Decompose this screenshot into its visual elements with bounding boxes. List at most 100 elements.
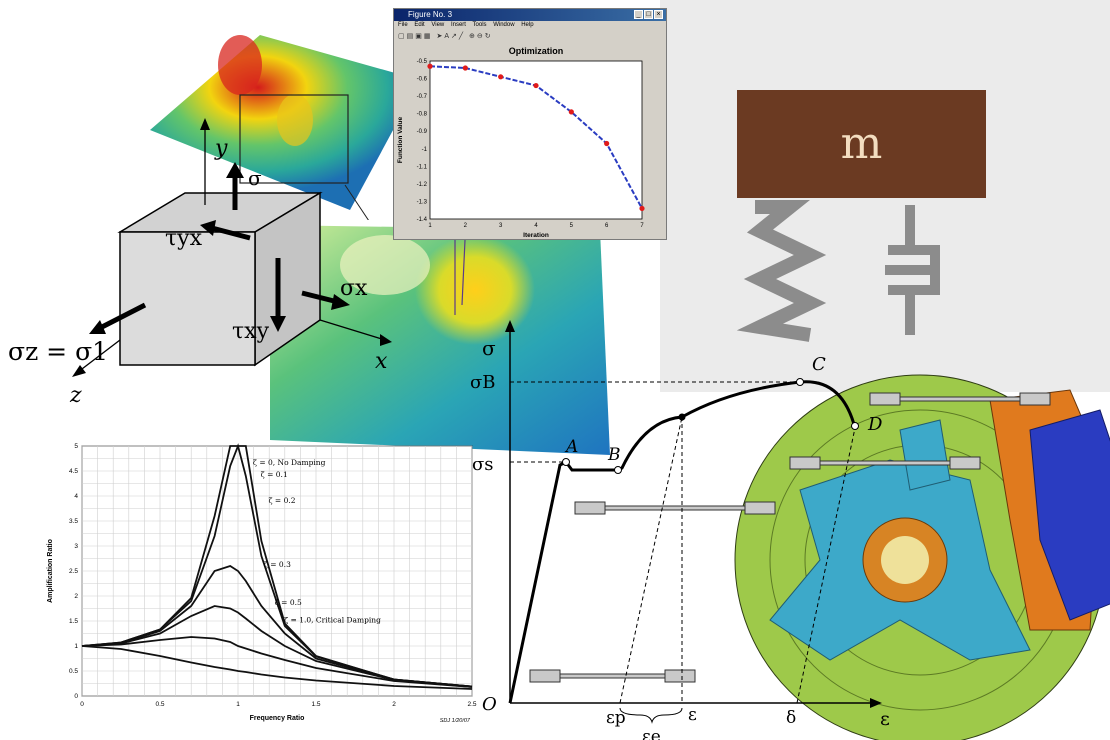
menu-view[interactable]: View	[431, 22, 445, 28]
minimize-button[interactable]: _	[634, 10, 643, 19]
plot-area	[429, 60, 643, 220]
series-line	[81, 636, 473, 688]
x-tick-label: 5	[570, 223, 574, 229]
surface-plot-zoom	[270, 225, 610, 455]
zoom-in-icon[interactable]: ⊕	[469, 33, 477, 40]
y-axis-label: y	[214, 136, 228, 161]
open-icon[interactable]: ▤	[406, 33, 416, 40]
mass-block: m	[737, 90, 986, 198]
print-icon[interactable]: ▦	[423, 33, 433, 40]
damping-label: ζ = 0.1	[261, 470, 288, 479]
pointer-icon[interactable]: ➤	[436, 33, 445, 40]
x-tick-label: 2	[392, 701, 396, 708]
surface-plot-top	[150, 35, 420, 220]
menu-edit[interactable]: Edit	[414, 22, 425, 28]
y-tick-label: 3	[74, 543, 78, 550]
spring-damper-drawing	[736, 200, 940, 342]
optimization-plot: Optimization Iteration Function Value 1 2 3 4 5…	[394, 43, 666, 239]
y-tick-label: -0.5	[417, 59, 428, 65]
sigma-x-label: σx	[340, 276, 368, 301]
series-line	[81, 605, 473, 688]
data-point	[604, 140, 610, 147]
data-point	[568, 109, 574, 115]
sigma-z-label: σz = σ1	[8, 337, 108, 366]
sigma-z-arrow	[98, 302, 147, 331]
zoom-out-icon[interactable]: ⊖	[476, 33, 485, 40]
amplification-chart: 0 0.5 1 1.5 2 2.5 0 0.5 1 1.5 2 2.5 3 3.5 4 4.5 5 Frequen…	[47, 443, 477, 724]
menu-insert[interactable]: Insert	[450, 22, 466, 28]
text-tool-icon[interactable]: A	[444, 33, 451, 40]
stress-cube-diagram: σz = σ1 τyx τxy σx σ x y z	[8, 118, 392, 408]
figure-toolbar: ▢▤▣▦ ➤A↗╱ ⊕⊖↻	[398, 32, 662, 43]
y-tick-label: 4	[74, 493, 78, 500]
x-tick-label: 0.5	[155, 701, 164, 708]
y-tick-label: -1.2	[417, 182, 428, 188]
cube-front-face	[119, 231, 256, 366]
data-point	[498, 74, 504, 80]
menu-window[interactable]: Window	[493, 22, 515, 28]
z-axis-label: z	[69, 383, 82, 408]
z-axis	[77, 339, 121, 373]
maximize-button[interactable]: □	[644, 10, 653, 19]
y-tick-label: 3.5	[69, 518, 78, 525]
x-tick-label: 4	[534, 223, 538, 229]
sigma-s-label: σs	[472, 454, 494, 475]
y-tick-label: -0.6	[417, 77, 428, 83]
plot-title: Optimization	[509, 46, 564, 56]
y-tick-label: 2	[74, 593, 78, 600]
x-axis-label: Frequency Ratio	[250, 715, 305, 722]
close-button[interactable]: ×	[654, 10, 663, 19]
stress-strain-diagram: σ σB σs O A B C D εp ε εe δ ε	[470, 320, 1110, 740]
sigma-x-arrow	[301, 290, 339, 305]
x-axis-label: Iteration	[523, 232, 549, 239]
y-tick-label: 2.5	[69, 568, 78, 575]
y-tick-label: -0.7	[417, 94, 428, 100]
sigma-y-label: σ	[248, 166, 262, 190]
new-file-icon[interactable]: ▢	[398, 33, 407, 40]
damping-label: ζ = 0.3	[264, 560, 291, 569]
y-axis-label: Function Value	[397, 117, 404, 164]
menu-help[interactable]: Help	[521, 22, 534, 28]
figure-window: Figure No. 3 _ □ × File Edit View Insert…	[393, 8, 667, 240]
x-tick-label: 1	[428, 223, 432, 229]
y-axis-label: Amplification Ratio	[47, 539, 54, 603]
rotate-icon[interactable]: ↻	[484, 33, 493, 40]
y-tick-label: 1	[74, 643, 78, 650]
menu-tools[interactable]: Tools	[472, 22, 487, 28]
data-point	[427, 63, 433, 69]
x-axis-label: x	[375, 349, 388, 374]
y-tick-label: -1.4	[417, 217, 428, 223]
arrow-tool-icon[interactable]: ↗	[451, 33, 459, 40]
figure-window-title: Figure No. 3	[394, 9, 666, 21]
credit-label: SDJ 1/20/07	[440, 718, 471, 724]
x-tick-label: 0	[80, 701, 84, 708]
y-tick-label: -1	[422, 147, 428, 153]
y-tick-label: -0.8	[417, 112, 428, 118]
x-tick-label: 1	[236, 701, 240, 708]
y-tick-label: 1.5	[69, 618, 78, 625]
x-tick-label: 2	[464, 223, 468, 229]
tensile-specimens	[529, 392, 1051, 683]
save-icon[interactable]: ▣	[415, 33, 424, 40]
sigma-axis-label: σ	[482, 336, 496, 360]
y-tick-label: 5	[74, 443, 78, 450]
x-tick-label: 6	[605, 223, 609, 229]
sigma-b-label: σB	[470, 372, 496, 393]
series-line	[81, 645, 473, 690]
line-tool-icon[interactable]: ╱	[458, 33, 466, 40]
origin-label: O	[482, 694, 497, 715]
tau-yx-arrow	[211, 225, 251, 241]
delta-label: δ	[786, 708, 796, 728]
y-tick-label: -1.3	[417, 199, 428, 205]
y-tick-label: 4.5	[69, 468, 78, 475]
data-point	[533, 82, 539, 89]
point-a-label: A	[564, 437, 578, 457]
x-tick-label: 7	[640, 223, 644, 229]
y-tick-label: 0	[74, 693, 78, 700]
tau-yx-label: τyx	[165, 226, 203, 251]
menu-file[interactable]: File	[398, 22, 408, 28]
eps-label: ε	[688, 705, 697, 725]
point-d-label: D	[867, 414, 883, 435]
tau-xy-label: τxy	[232, 319, 270, 344]
damping-label: ζ = 1.0, Critical Damping	[284, 616, 381, 625]
